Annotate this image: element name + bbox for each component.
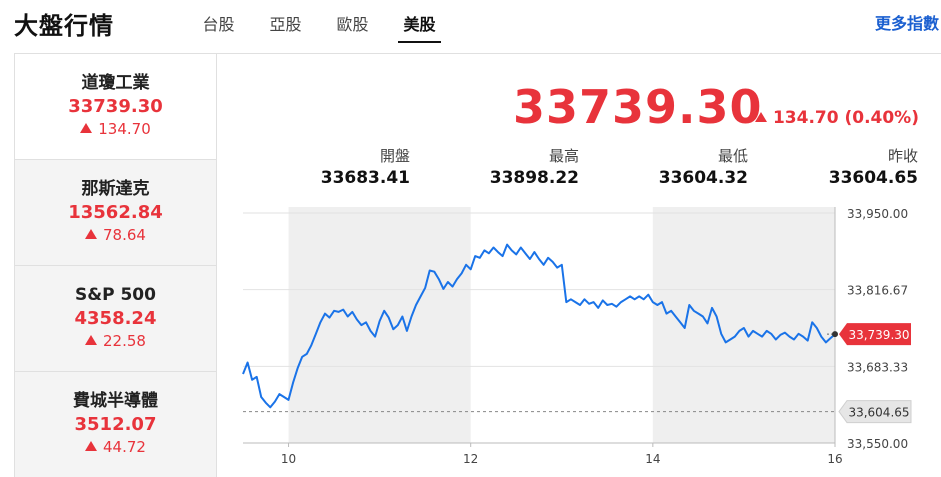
prev-close-tag [838, 400, 912, 424]
index-value: 13562.84 [68, 202, 163, 223]
index-change: 134.70 [15, 119, 216, 139]
market-tabs: 台股 亞股 歐股 美股 [185, 0, 453, 44]
quote-panel: 33739.30 134.70 (0.40%) 開盤 33683.41 最高 3… [217, 53, 941, 477]
x-tick-label: 10 [281, 452, 296, 466]
index-item-nasdaq[interactable]: 那斯達克 13562.84 78.64 [15, 160, 216, 266]
stat-label: 最低 [717, 147, 748, 165]
y-tick-label: 33,816.67 [847, 284, 908, 298]
current-price: 33739.30 [513, 80, 763, 134]
y-tick-label: 33,950.00 [847, 207, 908, 221]
index-change: 78.64 [15, 225, 216, 245]
stat-value: 33604.65 [828, 168, 918, 188]
index-item-sp500[interactable]: S&P 500 4358.24 22.58 [15, 266, 216, 372]
y-tick-label: 33,683.33 [847, 360, 908, 374]
stat-label: 開盤 [379, 147, 410, 165]
index-change: 44.72 [15, 437, 216, 457]
price-change-value: 134.70 (0.40%) [772, 108, 919, 128]
stat-low: 最低 33604.32 [628, 146, 748, 190]
tab-europe[interactable]: 歐股 [336, 15, 369, 34]
intraday-line-chart: 33,950.00 33,816.67 33,683.33 33,550.00 10 12… [242, 207, 912, 466]
current-price-tag [839, 323, 911, 346]
price-series-line [242, 243, 836, 409]
index-item-dow[interactable]: 道瓊工業 33739.30 134.70 [15, 54, 216, 160]
index-change-value: 78.64 [103, 226, 146, 244]
hour-shade-band [288, 207, 471, 443]
current-price-dot [832, 331, 838, 338]
stat-prev-close: 昨收 33604.65 [798, 146, 918, 190]
stat-open: 開盤 33683.41 [290, 146, 410, 190]
stat-label: 最高 [548, 147, 579, 165]
stat-value: 33683.41 [320, 168, 410, 188]
index-change-value: 44.72 [103, 438, 146, 456]
up-triangle-icon [85, 441, 98, 451]
hour-shade-band [652, 207, 835, 443]
index-name: 道瓊工業 [81, 73, 150, 93]
index-change: 22.58 [15, 331, 216, 351]
x-tick-label: 16 [827, 452, 842, 466]
y-tick-label: 33,550.00 [847, 437, 908, 451]
stat-label: 昨收 [887, 147, 918, 165]
tab-taiwan[interactable]: 台股 [202, 15, 235, 34]
index-name: 費城半導體 [73, 391, 158, 411]
stat-value: 33898.22 [489, 168, 579, 188]
index-change-value: 22.58 [103, 332, 146, 350]
up-triangle-icon [85, 229, 98, 239]
tab-asia[interactable]: 亞股 [269, 15, 302, 34]
stat-value: 33604.32 [658, 168, 748, 188]
prev-close-label: 33,604.65 [848, 406, 909, 420]
stat-high: 最高 33898.22 [459, 146, 579, 190]
index-item-sox[interactable]: 費城半導體 3512.07 44.72 [15, 372, 216, 477]
index-value: 33739.30 [68, 96, 163, 117]
tab-us[interactable]: 美股 [386, 0, 453, 44]
page-title: 大盤行情 [14, 12, 114, 40]
more-indices-link[interactable]: 更多指數 [874, 14, 939, 33]
price-change: 134.70 (0.40%) [754, 108, 919, 128]
index-value: 4358.24 [74, 308, 157, 329]
x-tick-label: 12 [463, 452, 478, 466]
up-triangle-icon [80, 123, 93, 133]
up-triangle-icon [754, 112, 767, 122]
index-change-value: 134.70 [98, 120, 151, 138]
index-value: 3512.07 [74, 414, 157, 435]
index-name: 那斯達克 [81, 179, 150, 199]
x-tick-label: 14 [645, 452, 660, 466]
up-triangle-icon [85, 335, 98, 345]
index-name: S&P 500 [75, 285, 156, 305]
index-sidebar: 道瓊工業 33739.30 134.70 那斯達克 13562.84 78.64… [14, 53, 217, 477]
current-price-label: 33,739.30 [848, 328, 909, 342]
